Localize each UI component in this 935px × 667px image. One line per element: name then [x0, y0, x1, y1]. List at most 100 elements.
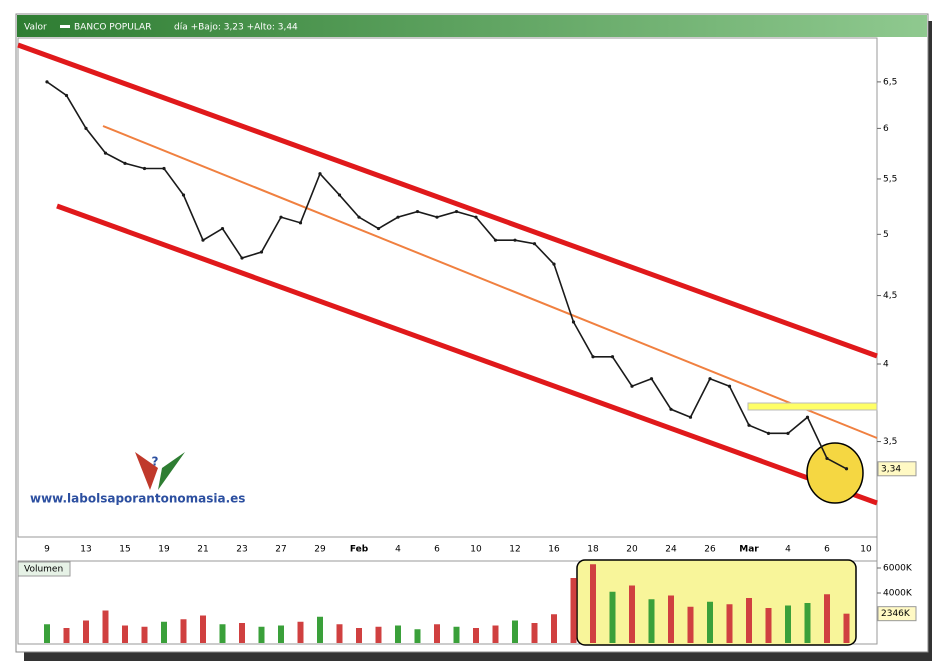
volume-bar: [278, 625, 284, 643]
price-point: [279, 215, 283, 219]
x-tick-label: 18: [587, 545, 599, 555]
y-tick-label: 3,5: [883, 437, 897, 447]
y-tick-label: 6: [883, 124, 889, 134]
volume-bar: [765, 608, 772, 643]
volume-bar: [63, 628, 70, 643]
y-tick-label: 4,5: [883, 291, 897, 301]
price-point: [357, 215, 361, 219]
price-point: [727, 384, 732, 388]
volume-bar: [297, 621, 304, 643]
price-point: [747, 423, 751, 427]
volume-bar: [824, 594, 830, 643]
header-bar: [17, 15, 927, 37]
price-point: [259, 250, 264, 254]
x-tick-label: 19: [158, 545, 170, 555]
x-tick-label: 10: [860, 545, 872, 555]
volume-bar: [336, 624, 343, 643]
volume-bar: [531, 623, 538, 643]
volume-bar: [687, 606, 694, 643]
volume-bar: [492, 625, 499, 643]
volume-bar: [648, 599, 655, 643]
price-point: [688, 415, 693, 419]
last-value-label: 3,34: [881, 464, 901, 474]
panel: [15, 13, 929, 653]
volume-bar: [512, 620, 518, 643]
trend-line: [102, 125, 878, 439]
logo-mark: ?: [152, 455, 159, 469]
x-tick-label: 20: [626, 545, 638, 555]
volume-bar: [375, 626, 382, 643]
price-point: [552, 262, 556, 266]
price-point: [415, 209, 420, 214]
price-point: [669, 407, 673, 411]
price-point: [84, 126, 88, 131]
volume-bar: [570, 578, 577, 643]
x-tick-label: 6: [434, 545, 440, 555]
price-point: [240, 256, 244, 260]
volume-bar: [239, 623, 245, 643]
price-point: [610, 355, 615, 359]
price-point: [571, 320, 576, 324]
volume-bar: [668, 595, 674, 643]
price-point: [162, 166, 166, 171]
volume-bar: [258, 626, 265, 643]
last-value-box: [877, 461, 917, 477]
volume-bar: [707, 601, 713, 643]
price-point: [142, 166, 147, 171]
y-tick-label: 4000K: [883, 589, 913, 599]
watermark: www.labolsaporantonomasia.es: [30, 492, 245, 506]
price-point: [493, 238, 498, 242]
volume-bar: [83, 620, 89, 643]
chart-subtitle: día +Bajo: 3,23 +Alto: 3,44: [174, 23, 298, 33]
price-point: [805, 415, 810, 419]
x-tick-label: 4: [785, 545, 791, 555]
price-point: [786, 431, 790, 435]
volume-bar: [161, 621, 167, 643]
price-point: [708, 377, 712, 381]
x-tick-label: 16: [548, 545, 560, 555]
y-tick-label: 4: [883, 359, 889, 369]
volume-bar: [44, 624, 50, 643]
channel-top: [17, 42, 878, 359]
logo-right: [158, 452, 185, 490]
price-line: [46, 81, 847, 470]
volume-bar: [122, 625, 128, 643]
price-point: [103, 151, 108, 155]
volume-tag: [17, 561, 71, 577]
price-point: [337, 193, 342, 197]
volume-bar: [219, 624, 226, 643]
x-tick-label: 4: [395, 545, 401, 555]
last-value-label: 2346K: [881, 609, 911, 619]
price-point: [844, 467, 849, 471]
volume-bar: [726, 604, 733, 643]
price-point: [396, 215, 400, 219]
price-point: [649, 377, 654, 381]
volume-bar: [200, 615, 206, 643]
price-point: [376, 226, 381, 231]
volume-bar: [609, 591, 616, 643]
volume-bar: [629, 585, 635, 643]
price-point: [45, 80, 49, 84]
x-tick-label: 10: [470, 545, 482, 555]
x-tick-label: 12: [509, 545, 520, 555]
price-point: [630, 384, 634, 388]
x-tick-label: 27: [275, 545, 286, 555]
price-point: [532, 242, 537, 246]
volume-bar: [317, 616, 323, 643]
volume-bar: [434, 624, 440, 643]
volume-bar: [180, 619, 187, 643]
channel-bottom: [56, 203, 878, 506]
logo-left: [135, 452, 158, 490]
price-point: [825, 456, 829, 461]
x-tick-label: 9: [44, 545, 50, 555]
y-tick-label: 5: [883, 230, 889, 240]
volume-bar: [804, 603, 811, 643]
x-tick-label: Mar: [739, 545, 759, 555]
volume-bar: [590, 564, 596, 643]
y-tick-label: 6000K: [883, 564, 913, 574]
series-label: Valor: [24, 23, 47, 33]
volume-bar: [141, 626, 148, 643]
volume-bar: [453, 626, 460, 643]
